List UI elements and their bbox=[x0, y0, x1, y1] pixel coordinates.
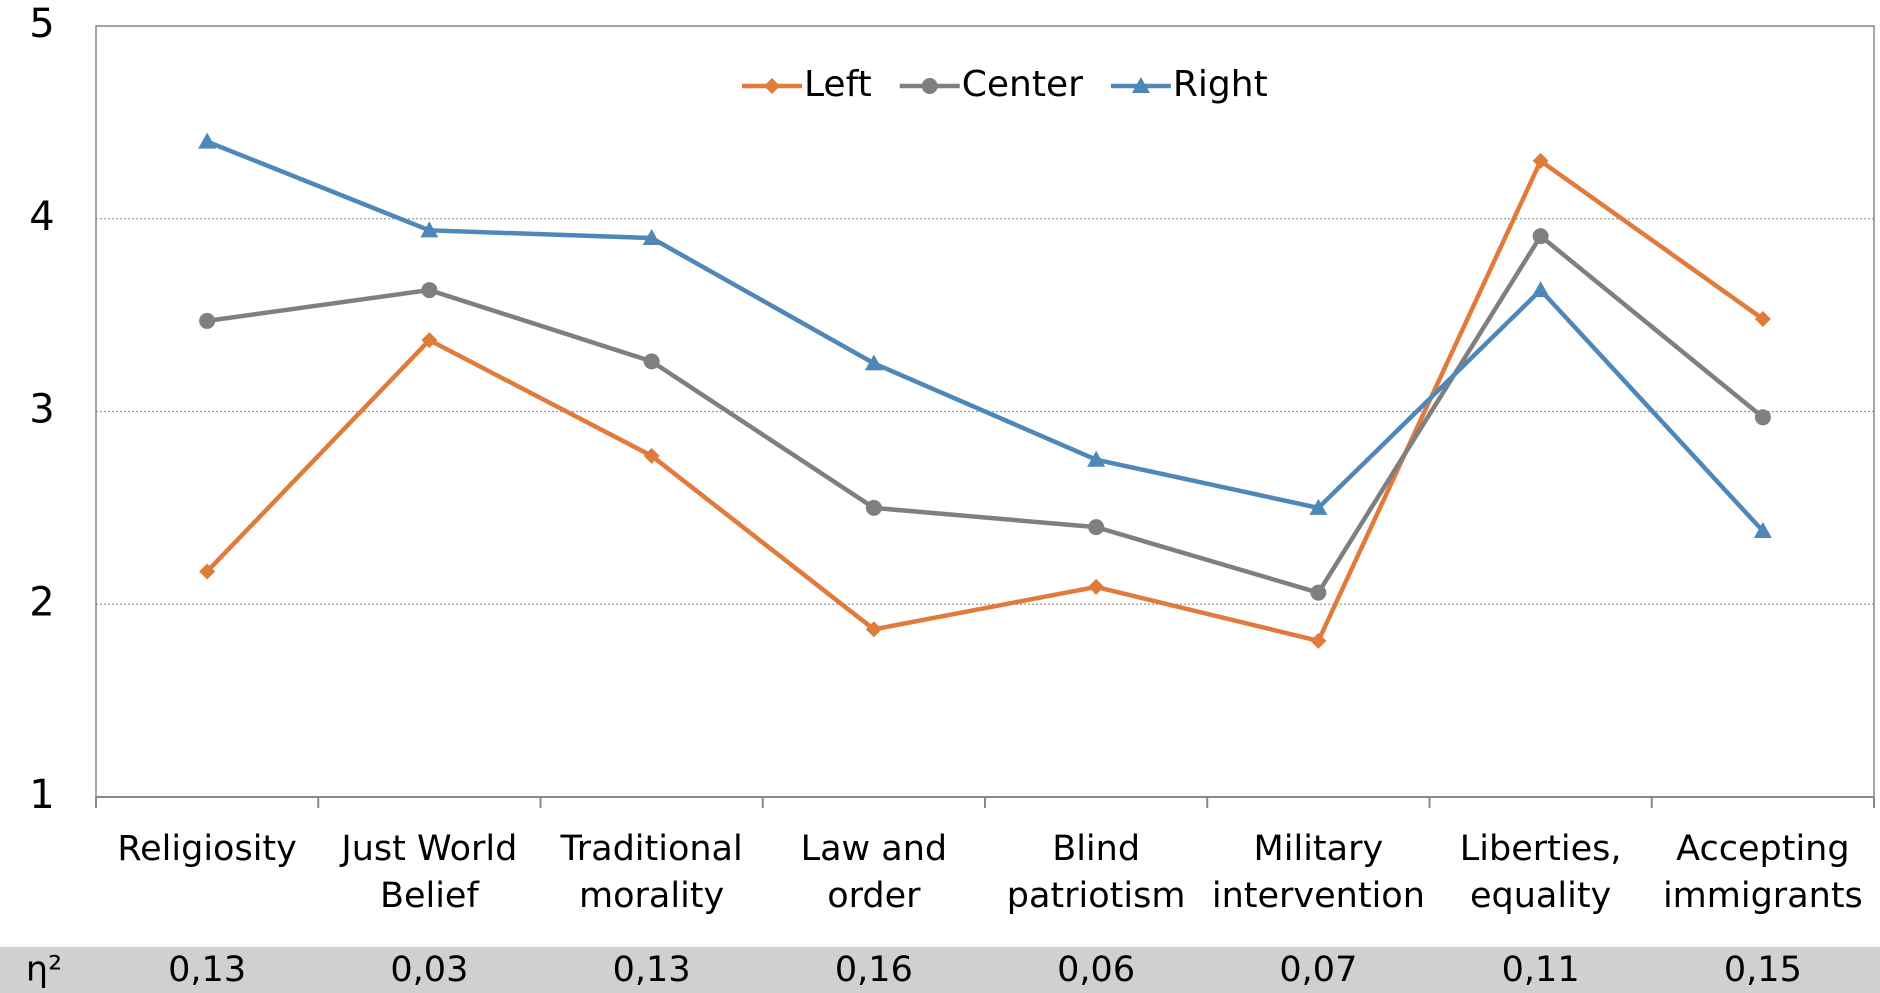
marker bbox=[199, 312, 216, 329]
eta-value: 0,06 bbox=[1057, 950, 1136, 990]
marker bbox=[1310, 632, 1327, 649]
marker bbox=[921, 78, 938, 94]
eta-value: 0,13 bbox=[168, 950, 247, 990]
legend-label: Right bbox=[1173, 64, 1268, 105]
marker bbox=[1088, 578, 1105, 595]
marker bbox=[643, 353, 660, 370]
legend-label: Center bbox=[962, 64, 1083, 105]
marker bbox=[1087, 450, 1106, 467]
x-tick-label: Blind patriotism bbox=[1006, 829, 1186, 916]
eta-value: 0,16 bbox=[834, 950, 913, 990]
marker bbox=[1754, 310, 1771, 327]
marker bbox=[643, 447, 660, 464]
marker bbox=[1532, 152, 1549, 169]
eta-value: 0,03 bbox=[390, 950, 469, 990]
marker bbox=[1309, 498, 1328, 515]
eta-label: η² bbox=[25, 950, 63, 990]
x-tick-label: Just World Belief bbox=[341, 829, 518, 916]
eta-value: 0,13 bbox=[612, 950, 691, 990]
eta-value: 0,07 bbox=[1279, 950, 1358, 990]
x-tick-label: Liberties, equality bbox=[1459, 829, 1622, 916]
y-tick-label: 4 bbox=[29, 194, 54, 240]
marker bbox=[865, 621, 882, 638]
legend-label: Left bbox=[804, 64, 872, 105]
x-tick-label: Traditional morality bbox=[560, 829, 743, 916]
eta-band bbox=[0, 947, 1880, 993]
marker bbox=[1532, 228, 1549, 245]
marker bbox=[1310, 584, 1327, 601]
series-line bbox=[206, 232, 1765, 596]
x-tick-label: Law and order bbox=[800, 829, 948, 916]
marker bbox=[199, 563, 216, 580]
x-tick-label: Accepting immigrants bbox=[1662, 829, 1863, 916]
marker bbox=[1088, 519, 1105, 536]
marker bbox=[421, 332, 438, 349]
y-tick-label: 5 bbox=[29, 1, 54, 47]
x-tick-label: Religiosity bbox=[117, 829, 297, 869]
marker bbox=[420, 221, 439, 238]
marker bbox=[1131, 77, 1150, 93]
marker bbox=[1754, 409, 1771, 426]
marker bbox=[642, 229, 661, 246]
series-line bbox=[205, 157, 1765, 644]
eta-value: 0,15 bbox=[1723, 950, 1802, 990]
marker bbox=[1531, 281, 1550, 298]
marker bbox=[421, 282, 438, 299]
marker bbox=[864, 354, 883, 371]
marker bbox=[1753, 522, 1772, 539]
y-tick-label: 2 bbox=[29, 579, 54, 625]
y-tick-label: 3 bbox=[29, 387, 54, 433]
marker bbox=[198, 132, 217, 149]
y-tick-label: 1 bbox=[29, 772, 54, 818]
series-line bbox=[206, 139, 1765, 533]
x-tick-label: Military intervention bbox=[1211, 829, 1425, 916]
eta-value: 0,11 bbox=[1501, 950, 1580, 990]
marker bbox=[865, 499, 882, 516]
marker bbox=[764, 78, 780, 94]
